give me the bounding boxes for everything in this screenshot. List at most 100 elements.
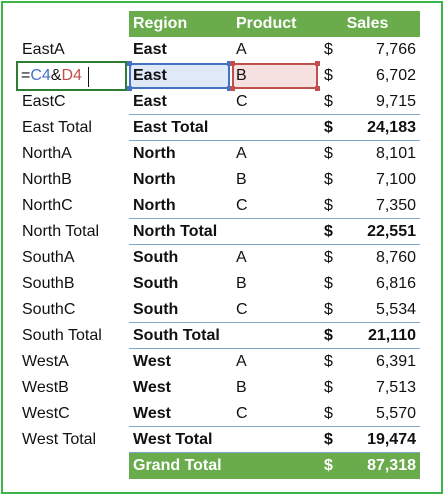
sales-cell[interactable]: 8,760 (375, 249, 416, 266)
sales-cell[interactable]: 22,551 (367, 223, 416, 240)
sales-cell[interactable]: 6,702 (375, 67, 416, 84)
product-cell[interactable]: B (236, 67, 247, 84)
key-cell[interactable]: SouthB (22, 275, 75, 292)
key-cell[interactable]: SouthC (22, 301, 76, 318)
sales-cell[interactable]: 6,391 (375, 353, 416, 370)
row-separator (129, 452, 420, 453)
region-cell[interactable]: West (133, 353, 171, 370)
region-cell[interactable]: South (133, 301, 179, 318)
ref2-handle[interactable] (230, 61, 235, 66)
ref1-handle[interactable] (127, 86, 132, 91)
region-cell[interactable]: East (133, 67, 167, 84)
currency-cell[interactable]: $ (324, 119, 333, 136)
row-separator (129, 426, 420, 427)
key-cell[interactable]: WestB (22, 379, 69, 396)
grand-total-row: Grand Total $ 87,318 (0, 453, 446, 479)
currency-cell[interactable]: $ (324, 249, 333, 266)
product-cell[interactable]: B (236, 379, 247, 396)
active-cell-formula[interactable]: =C4&D4 (16, 61, 127, 91)
currency-cell[interactable]: $ (324, 431, 333, 448)
header-region[interactable]: Region (133, 15, 188, 32)
region-cell[interactable]: South Total (133, 327, 220, 344)
key-cell[interactable]: EastC (22, 93, 66, 110)
row-separator (129, 218, 420, 219)
key-cell[interactable]: NorthA (22, 145, 72, 162)
product-cell[interactable] (236, 323, 316, 349)
currency-cell[interactable]: $ (324, 405, 333, 422)
ref2-handle[interactable] (315, 61, 320, 66)
sales-cell[interactable]: 19,474 (367, 431, 416, 448)
product-cell[interactable]: C (236, 93, 248, 110)
sales-cell[interactable]: 7,100 (375, 171, 416, 188)
currency-cell[interactable]: $ (324, 379, 333, 396)
grand-total-sales[interactable]: 87,318 (367, 457, 416, 474)
sales-cell[interactable]: 24,183 (367, 119, 416, 136)
region-cell[interactable]: East Total (133, 119, 209, 136)
sales-cell[interactable]: 7,513 (375, 379, 416, 396)
sales-cell[interactable]: 8,101 (375, 145, 416, 162)
region-cell[interactable]: East (133, 41, 167, 58)
region-cell[interactable]: North (133, 197, 176, 214)
product-cell[interactable]: B (236, 275, 247, 292)
product-cell[interactable]: A (236, 249, 247, 266)
currency-cell[interactable]: $ (324, 171, 333, 188)
key-cell[interactable]: East Total (22, 119, 92, 136)
sales-cell[interactable]: 5,570 (375, 405, 416, 422)
key-cell[interactable]: WestC (22, 405, 70, 422)
product-cell[interactable]: C (236, 197, 248, 214)
currency-cell[interactable]: $ (324, 275, 333, 292)
product-cell[interactable]: A (236, 41, 247, 58)
key-cell[interactable]: North Total (22, 223, 100, 240)
product-cell[interactable]: B (236, 171, 247, 188)
referenced-cell-d4[interactable] (232, 63, 318, 89)
product-cell[interactable]: C (236, 301, 248, 318)
product-cell[interactable]: A (236, 353, 247, 370)
header-product[interactable]: Product (236, 15, 297, 32)
region-cell[interactable]: North (133, 171, 176, 188)
region-cell[interactable]: North (133, 145, 176, 162)
region-cell[interactable]: South (133, 249, 179, 266)
formula-text[interactable]: =C4&D4 (21, 63, 82, 89)
key-cell[interactable]: West Total (22, 431, 97, 448)
ref1-handle[interactable] (127, 61, 132, 66)
product-cell[interactable]: A (236, 145, 247, 162)
region-cell[interactable]: West (133, 379, 171, 396)
key-cell[interactable]: NorthC (22, 197, 73, 214)
currency-cell[interactable]: $ (324, 327, 333, 344)
currency-cell[interactable]: $ (324, 67, 333, 84)
sales-cell[interactable]: 6,816 (375, 275, 416, 292)
currency-cell[interactable]: $ (324, 93, 333, 110)
ref1-handle[interactable] (227, 86, 232, 91)
sales-cell[interactable]: 21,110 (367, 327, 416, 344)
key-cell[interactable]: EastA (22, 41, 65, 58)
ref2-handle[interactable] (315, 86, 320, 91)
sales-cell[interactable]: 9,715 (375, 93, 416, 110)
currency-cell[interactable]: $ (324, 353, 333, 370)
product-cell[interactable] (236, 427, 316, 453)
product-cell[interactable] (236, 115, 316, 141)
sales-cell[interactable]: 5,534 (375, 301, 416, 318)
ref1-handle[interactable] (227, 61, 232, 66)
ref2-handle[interactable] (230, 86, 235, 91)
grand-total-label[interactable]: Grand Total (133, 457, 222, 474)
header-sales[interactable]: Sales (346, 15, 389, 32)
currency-cell[interactable]: $ (324, 301, 333, 318)
product-cell[interactable] (236, 219, 316, 245)
region-cell[interactable]: South (133, 275, 179, 292)
region-cell[interactable]: West Total (133, 431, 213, 448)
region-cell[interactable]: West (133, 405, 171, 422)
currency-cell[interactable]: $ (324, 41, 333, 58)
key-cell[interactable]: WestA (22, 353, 69, 370)
product-cell[interactable]: C (236, 405, 248, 422)
currency-cell[interactable]: $ (324, 223, 333, 240)
region-cell[interactable]: North Total (133, 223, 218, 240)
key-cell[interactable]: NorthB (22, 171, 72, 188)
currency-cell[interactable]: $ (324, 197, 333, 214)
region-cell[interactable]: East (133, 93, 167, 110)
referenced-cell-c4[interactable] (129, 63, 230, 89)
key-cell[interactable]: South Total (22, 327, 102, 344)
currency-cell[interactable]: $ (324, 145, 333, 162)
sales-cell[interactable]: 7,350 (375, 197, 416, 214)
key-cell[interactable]: SouthA (22, 249, 75, 266)
sales-cell[interactable]: 7,766 (375, 41, 416, 58)
